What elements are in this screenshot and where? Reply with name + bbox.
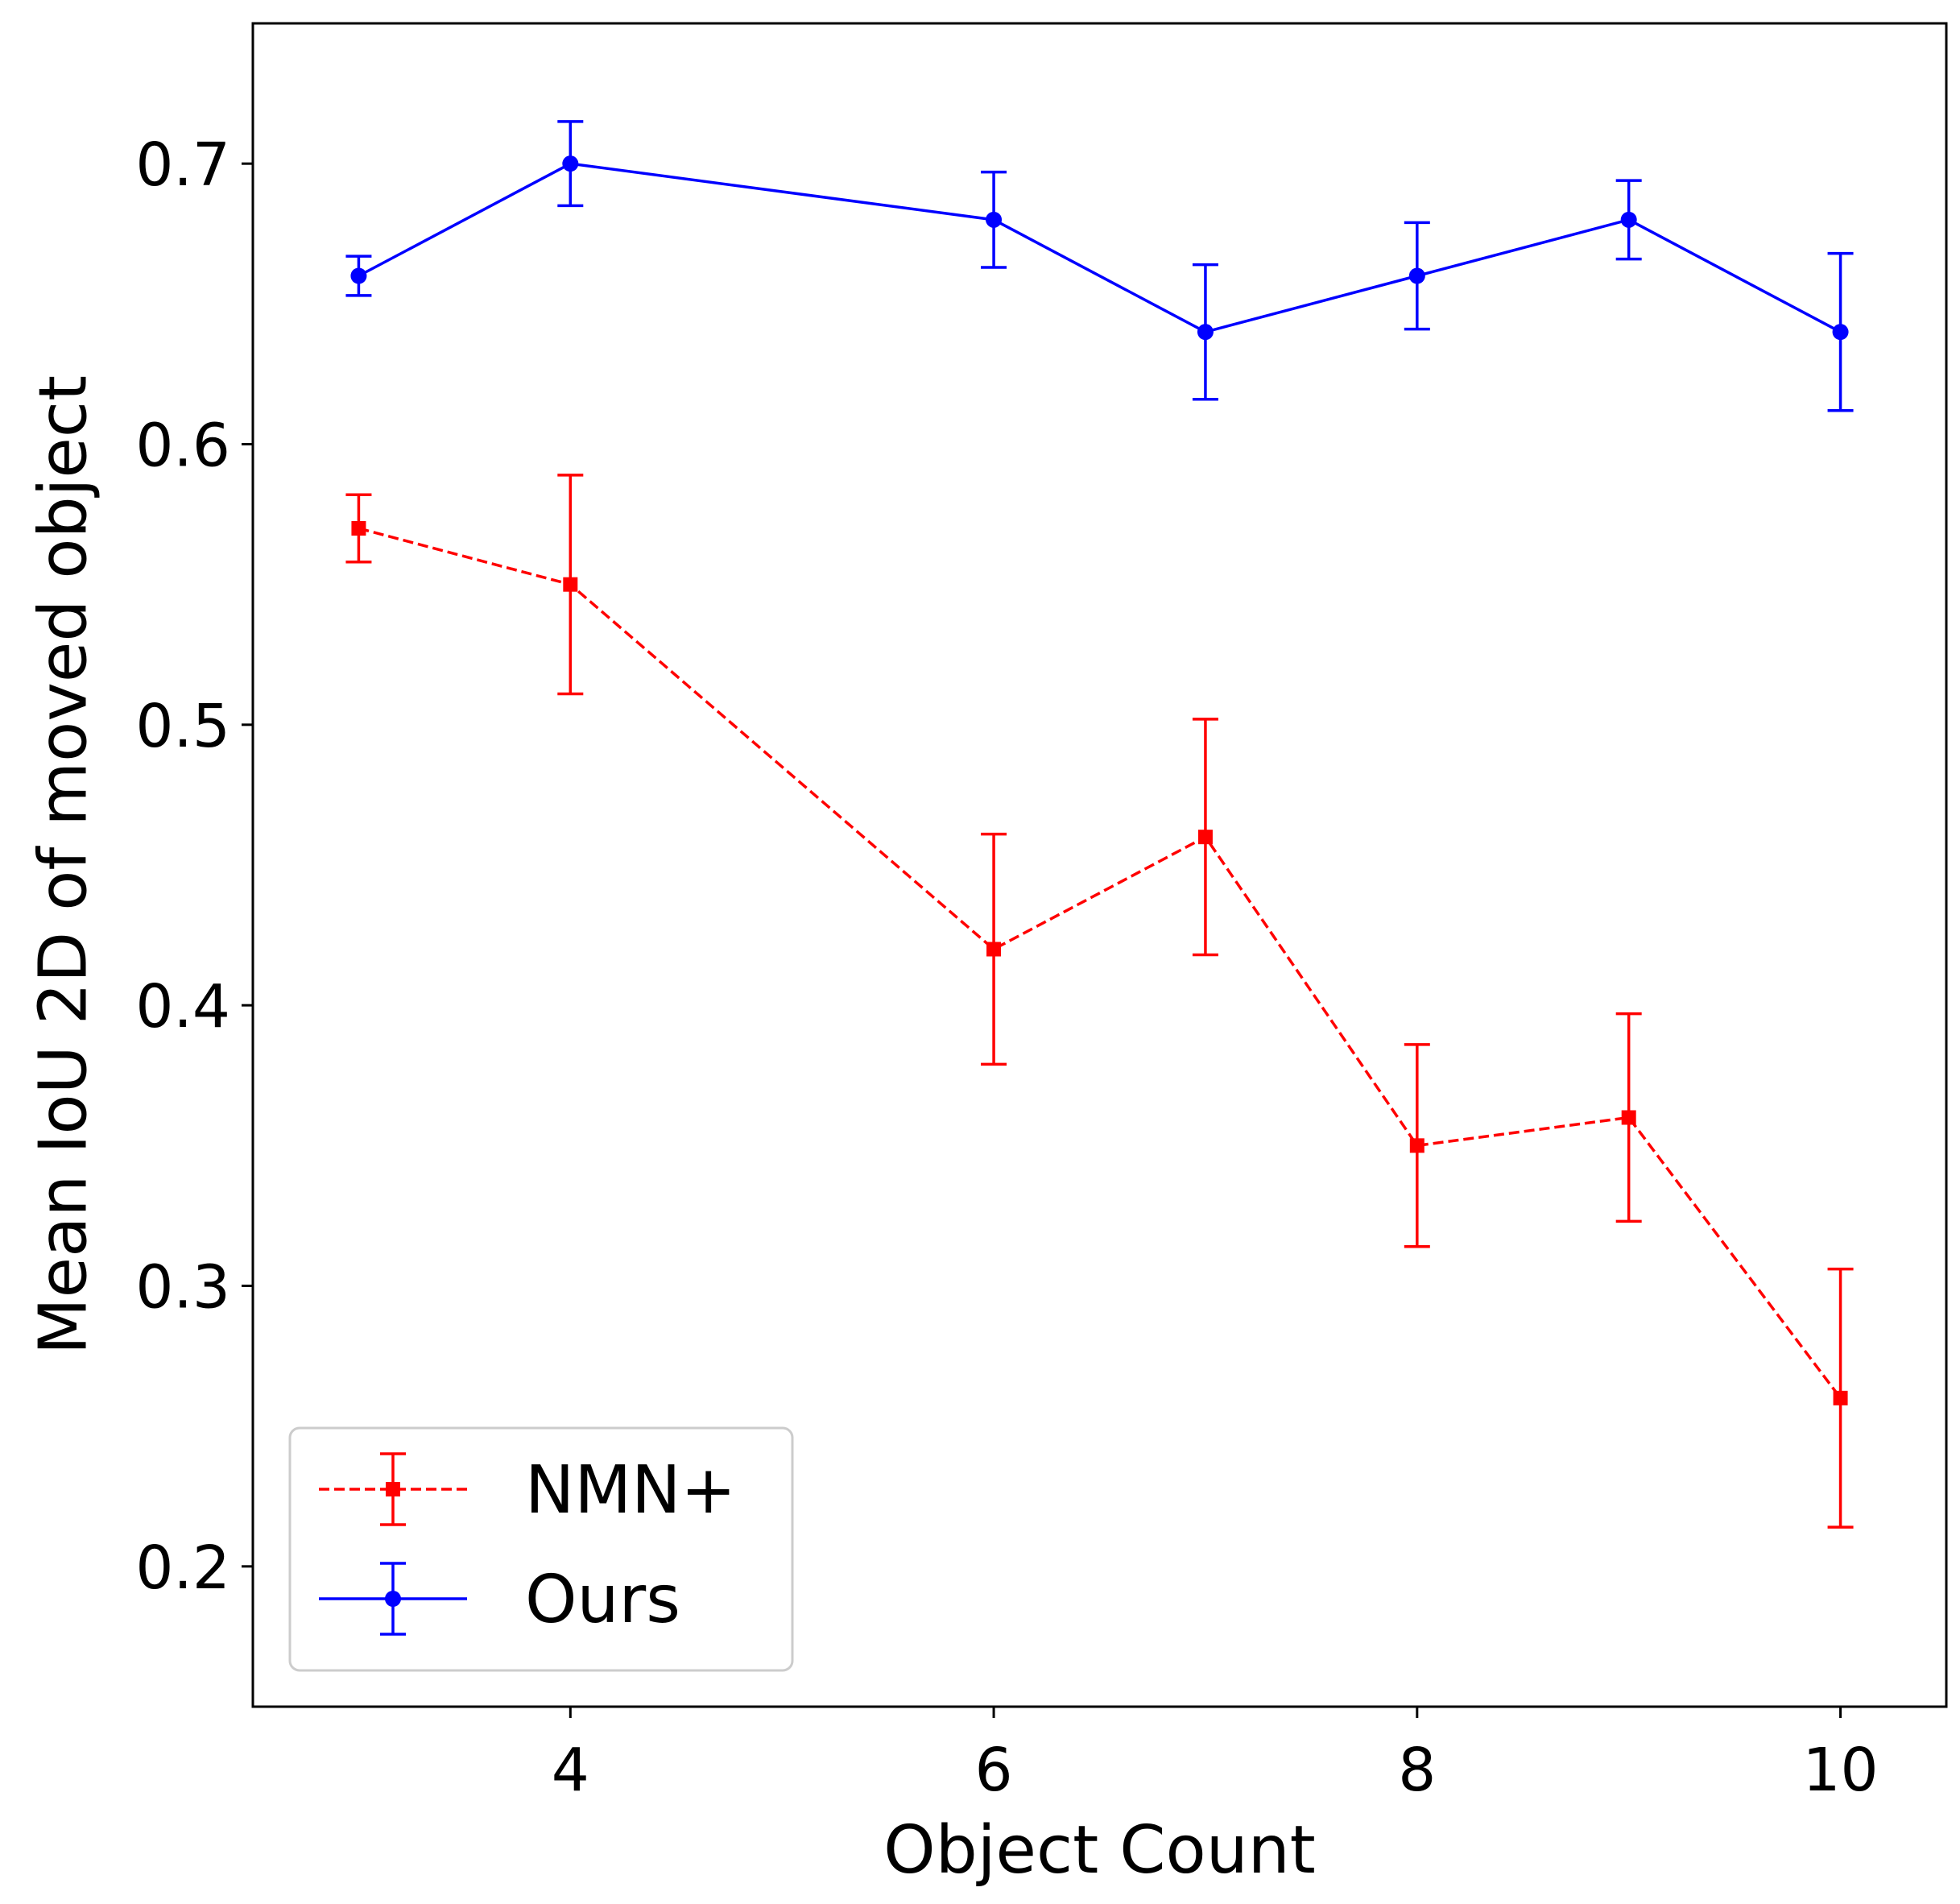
data-point (1832, 324, 1849, 341)
data-point (1197, 830, 1213, 845)
x-tick-label: 10 (1802, 1736, 1878, 1805)
legend-label: NMN+ (525, 1452, 736, 1529)
plot-frame (251, 22, 1948, 1708)
data-point (1408, 267, 1425, 284)
plot-marks (345, 120, 1854, 1529)
y-tick-label: 0.4 (135, 972, 230, 1041)
x-axis-label: Object Count (883, 1812, 1316, 1889)
x-tick-label: 4 (552, 1736, 589, 1805)
data-point (986, 942, 1002, 957)
data-point (1621, 1110, 1636, 1125)
legend-marker (385, 1591, 401, 1607)
x-axis: 4 6 8 10 (552, 1707, 1879, 1805)
y-axis-label: Mean IoU 2D of moved object (26, 375, 102, 1355)
y-axis: 0.2 0.3 0.4 0.5 0.6 0.7 (135, 130, 253, 1603)
legend-label: Ours (525, 1562, 680, 1638)
series-ours (345, 120, 1854, 412)
legend: NMN+ Ours (288, 1426, 794, 1672)
y-tick-label: 0.5 (135, 692, 230, 761)
data-point (986, 211, 1003, 228)
data-point (1197, 324, 1214, 341)
y-tick-label: 0.3 (135, 1253, 230, 1322)
data-point (351, 521, 366, 536)
x-tick-label: 8 (1398, 1736, 1436, 1805)
y-tick-label: 0.6 (135, 412, 230, 481)
data-point (1409, 1138, 1425, 1153)
data-point (563, 577, 578, 592)
data-point (1833, 1390, 1848, 1405)
series-nmn- (345, 474, 1854, 1529)
y-tick-label: 0.7 (135, 130, 230, 200)
legend-marker (386, 1482, 400, 1496)
data-point (562, 155, 579, 172)
y-tick-label: 0.2 (135, 1534, 230, 1603)
data-point (1620, 211, 1637, 228)
data-point (350, 267, 367, 284)
x-tick-label: 6 (975, 1736, 1013, 1805)
